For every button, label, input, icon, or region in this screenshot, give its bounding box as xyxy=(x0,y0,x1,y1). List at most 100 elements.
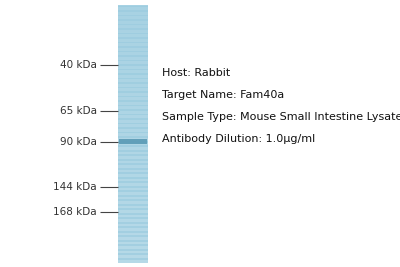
Bar xyxy=(118,34,148,36)
Bar xyxy=(118,86,148,88)
Bar xyxy=(118,261,148,262)
Bar xyxy=(118,128,148,130)
Bar xyxy=(118,45,148,47)
Bar xyxy=(118,29,148,31)
Bar xyxy=(118,103,148,104)
Bar xyxy=(118,10,148,12)
Bar xyxy=(118,32,148,34)
Bar xyxy=(118,15,148,17)
Bar xyxy=(118,73,148,75)
Bar xyxy=(118,89,148,90)
Bar xyxy=(118,247,148,248)
Text: Target Name: Fam40a: Target Name: Fam40a xyxy=(162,90,284,100)
Bar xyxy=(118,187,148,189)
Bar xyxy=(118,40,148,41)
Bar xyxy=(118,171,148,172)
Text: 168 kDa: 168 kDa xyxy=(53,207,97,217)
Bar xyxy=(118,63,148,65)
Bar xyxy=(118,150,148,152)
Bar xyxy=(118,81,148,83)
Bar xyxy=(118,177,148,179)
Bar xyxy=(118,14,148,16)
Bar xyxy=(118,85,148,87)
Bar xyxy=(118,72,148,74)
Bar xyxy=(118,17,148,18)
Bar xyxy=(118,31,148,33)
Text: 65 kDa: 65 kDa xyxy=(60,106,97,116)
Bar xyxy=(118,55,148,57)
Bar xyxy=(118,49,148,50)
Bar xyxy=(118,238,148,239)
Bar xyxy=(118,83,148,85)
Bar xyxy=(118,231,148,233)
Bar xyxy=(118,6,148,8)
Bar xyxy=(118,91,148,93)
Bar xyxy=(118,189,148,191)
Text: 90 kDa: 90 kDa xyxy=(60,136,97,147)
Bar xyxy=(118,181,148,183)
Bar xyxy=(118,172,148,174)
Bar xyxy=(118,46,148,48)
Bar xyxy=(119,139,147,144)
Bar xyxy=(118,258,148,260)
Bar xyxy=(118,175,148,176)
Bar xyxy=(118,252,148,253)
Bar xyxy=(118,230,148,232)
Bar xyxy=(118,101,148,103)
Bar xyxy=(118,87,148,89)
Text: Sample Type: Mouse Small Intestine Lysate: Sample Type: Mouse Small Intestine Lysat… xyxy=(162,112,400,122)
Bar xyxy=(118,80,148,81)
Bar xyxy=(118,136,148,138)
Bar xyxy=(118,126,148,128)
Bar xyxy=(118,141,148,143)
Bar xyxy=(118,70,148,72)
Bar xyxy=(118,38,148,40)
Bar xyxy=(118,200,148,202)
Bar xyxy=(118,173,148,175)
Bar xyxy=(118,134,148,135)
Bar xyxy=(118,105,148,107)
Bar xyxy=(118,186,148,188)
Bar xyxy=(118,19,148,21)
Bar xyxy=(118,202,148,203)
Bar xyxy=(118,226,148,228)
Bar xyxy=(118,190,148,192)
Bar xyxy=(118,223,148,225)
Bar xyxy=(118,185,148,187)
Bar xyxy=(118,36,148,38)
Bar xyxy=(118,11,148,13)
Bar xyxy=(118,20,148,22)
Bar xyxy=(118,214,148,216)
Bar xyxy=(118,221,148,223)
Bar xyxy=(118,59,148,61)
Bar xyxy=(118,256,148,257)
Bar xyxy=(118,160,148,162)
Bar xyxy=(118,206,148,207)
Bar xyxy=(118,218,148,220)
Bar xyxy=(118,253,148,255)
Bar xyxy=(118,109,148,111)
Bar xyxy=(118,23,148,25)
Bar xyxy=(118,159,148,161)
Bar xyxy=(118,92,148,94)
Text: Host: Rabbit: Host: Rabbit xyxy=(162,68,230,78)
Bar xyxy=(118,167,148,169)
Bar xyxy=(118,137,148,139)
Bar xyxy=(118,164,148,166)
Bar xyxy=(118,260,148,261)
Bar xyxy=(118,100,148,102)
Bar xyxy=(118,131,148,133)
Bar xyxy=(118,26,148,27)
Bar xyxy=(118,135,148,136)
Bar xyxy=(118,166,148,167)
Bar xyxy=(118,121,148,123)
Bar xyxy=(118,217,148,219)
Bar xyxy=(118,194,148,196)
Bar xyxy=(118,148,148,150)
Bar xyxy=(118,56,148,58)
Bar xyxy=(118,117,148,119)
Bar xyxy=(118,208,148,210)
Bar xyxy=(118,140,148,142)
Bar xyxy=(118,104,148,106)
Bar xyxy=(118,248,148,250)
